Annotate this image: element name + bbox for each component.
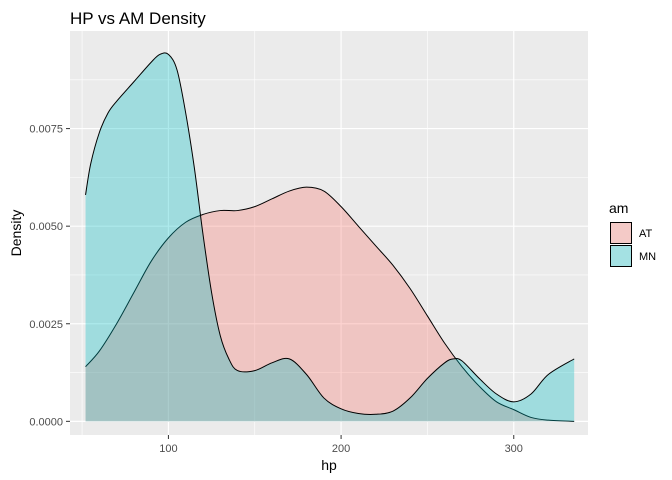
legend-label-at: AT (639, 228, 653, 240)
plot-panel (70, 31, 588, 435)
x-axis-title: hp (321, 457, 337, 473)
chart-title: HP vs AM Density (70, 9, 206, 28)
density-area-at (85, 187, 575, 422)
x-axis: 100 200 300 (159, 435, 523, 455)
legend-title: am (609, 200, 628, 216)
x-tick-label: 200 (332, 443, 350, 455)
y-tick-label: 0.0050 (29, 221, 63, 233)
legend-key-bg (610, 222, 632, 244)
y-tick-label: 0.0025 (29, 319, 63, 331)
legend-label-mn: MN (639, 251, 656, 263)
legend-swatch-at (610, 222, 632, 244)
y-tick-label: 0.0000 (29, 416, 63, 428)
density-area-mn (85, 52, 575, 422)
density-line-at (85, 186, 575, 422)
legend-swatch-mn (610, 245, 632, 267)
legend: am AT MN (609, 200, 656, 267)
legend-key-bg (610, 245, 632, 267)
x-tick-label: 300 (505, 443, 523, 455)
x-tick-label: 100 (159, 443, 177, 455)
y-tick-label: 0.0075 (29, 124, 63, 136)
density-areas (85, 52, 575, 422)
density-line-mn (85, 52, 575, 415)
y-axis: 0.0000 0.0025 0.0050 0.0075 (29, 124, 70, 428)
y-axis-title: Density (8, 210, 24, 257)
gridlines (70, 31, 588, 435)
